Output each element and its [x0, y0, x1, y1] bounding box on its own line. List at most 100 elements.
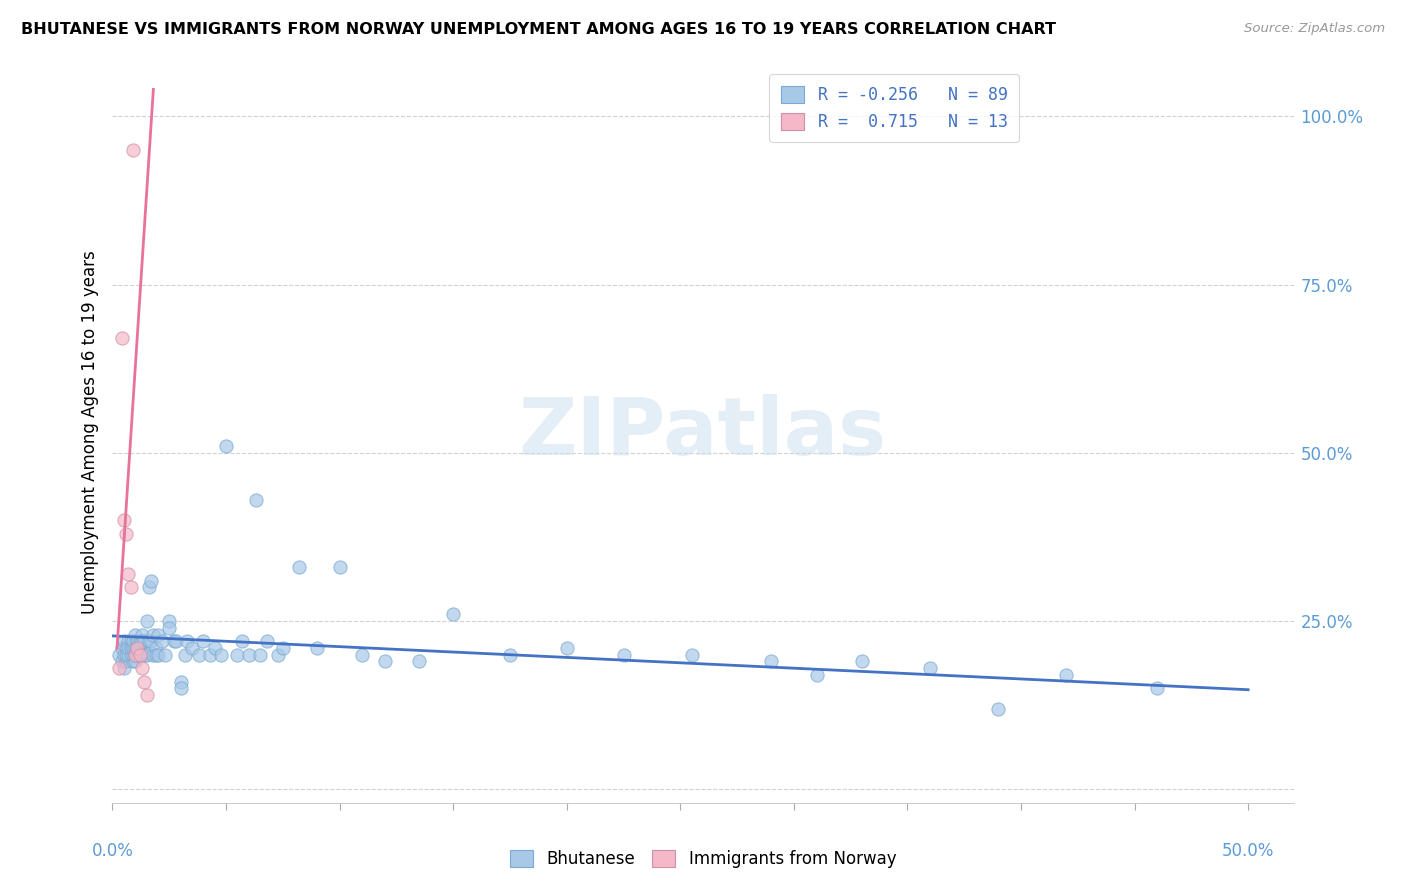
Point	[128, 648, 150, 662]
Point	[987, 701, 1010, 715]
Point	[117, 640, 139, 655]
Point	[131, 627, 153, 641]
Point	[110, 640, 132, 655]
Point	[238, 648, 260, 662]
Point	[128, 640, 150, 655]
Point	[806, 668, 828, 682]
Point	[231, 634, 253, 648]
Point	[142, 627, 165, 641]
Point	[187, 648, 209, 662]
Point	[131, 634, 153, 648]
Point	[157, 621, 180, 635]
Point	[204, 640, 226, 655]
Point	[124, 627, 146, 641]
Point	[122, 655, 145, 669]
Point	[152, 634, 174, 648]
Point	[112, 513, 135, 527]
Point	[1054, 668, 1077, 682]
Point	[124, 648, 146, 662]
Point	[142, 648, 165, 662]
Point	[117, 648, 139, 662]
Point	[169, 681, 191, 696]
Point	[1146, 681, 1168, 696]
Point	[127, 648, 149, 662]
Point	[211, 648, 233, 662]
Point	[128, 634, 150, 648]
Point	[174, 648, 197, 662]
Point	[135, 648, 157, 662]
Point	[157, 614, 180, 628]
Point	[108, 648, 131, 662]
Point	[287, 560, 309, 574]
Text: 50.0%: 50.0%	[1222, 842, 1274, 860]
Point	[131, 648, 153, 662]
Point	[135, 614, 157, 628]
Legend: R = -0.256   N = 89, R =  0.715   N = 13: R = -0.256 N = 89, R = 0.715 N = 13	[769, 74, 1019, 143]
Point	[215, 439, 238, 453]
Point	[120, 581, 142, 595]
Point	[139, 634, 162, 648]
Point	[124, 648, 146, 662]
Point	[181, 640, 204, 655]
Point	[115, 526, 138, 541]
Point	[329, 560, 352, 574]
Point	[122, 634, 145, 648]
Point	[134, 648, 156, 662]
Point	[117, 566, 139, 581]
Point	[138, 581, 160, 595]
Point	[127, 640, 149, 655]
Point	[245, 492, 267, 507]
Point	[134, 674, 156, 689]
Point	[127, 634, 149, 648]
Point	[759, 655, 782, 669]
Point	[117, 634, 139, 648]
Point	[249, 648, 271, 662]
Point	[193, 634, 215, 648]
Point	[110, 331, 132, 345]
Point	[115, 640, 138, 655]
Point	[145, 648, 167, 662]
Point	[374, 655, 396, 669]
Point	[612, 648, 634, 662]
Point	[271, 640, 294, 655]
Point	[169, 674, 191, 689]
Point	[441, 607, 464, 622]
Point	[408, 655, 430, 669]
Point	[145, 640, 167, 655]
Point	[122, 143, 145, 157]
Point	[153, 648, 176, 662]
Point	[128, 648, 150, 662]
Point	[115, 648, 138, 662]
Point	[352, 648, 374, 662]
Point	[120, 648, 142, 662]
Text: ZIPatlas: ZIPatlas	[519, 393, 887, 472]
Point	[198, 648, 221, 662]
Point	[256, 634, 278, 648]
Point	[134, 634, 156, 648]
Point	[135, 688, 157, 702]
Point	[138, 634, 160, 648]
Point	[165, 634, 187, 648]
Point	[146, 648, 169, 662]
Point	[120, 640, 142, 655]
Point	[122, 648, 145, 662]
Point	[108, 661, 131, 675]
Point	[267, 648, 290, 662]
Point	[112, 634, 135, 648]
Point	[681, 648, 703, 662]
Point	[176, 634, 198, 648]
Text: 0.0%: 0.0%	[91, 842, 134, 860]
Point	[122, 640, 145, 655]
Point	[120, 634, 142, 648]
Point	[555, 640, 578, 655]
Point	[110, 655, 132, 669]
Point	[127, 640, 149, 655]
Point	[112, 648, 135, 662]
Point	[115, 655, 138, 669]
Point	[124, 640, 146, 655]
Point	[131, 661, 153, 675]
Point	[920, 661, 942, 675]
Point	[163, 634, 186, 648]
Point	[499, 648, 522, 662]
Y-axis label: Unemployment Among Ages 16 to 19 years: Unemployment Among Ages 16 to 19 years	[80, 251, 98, 615]
